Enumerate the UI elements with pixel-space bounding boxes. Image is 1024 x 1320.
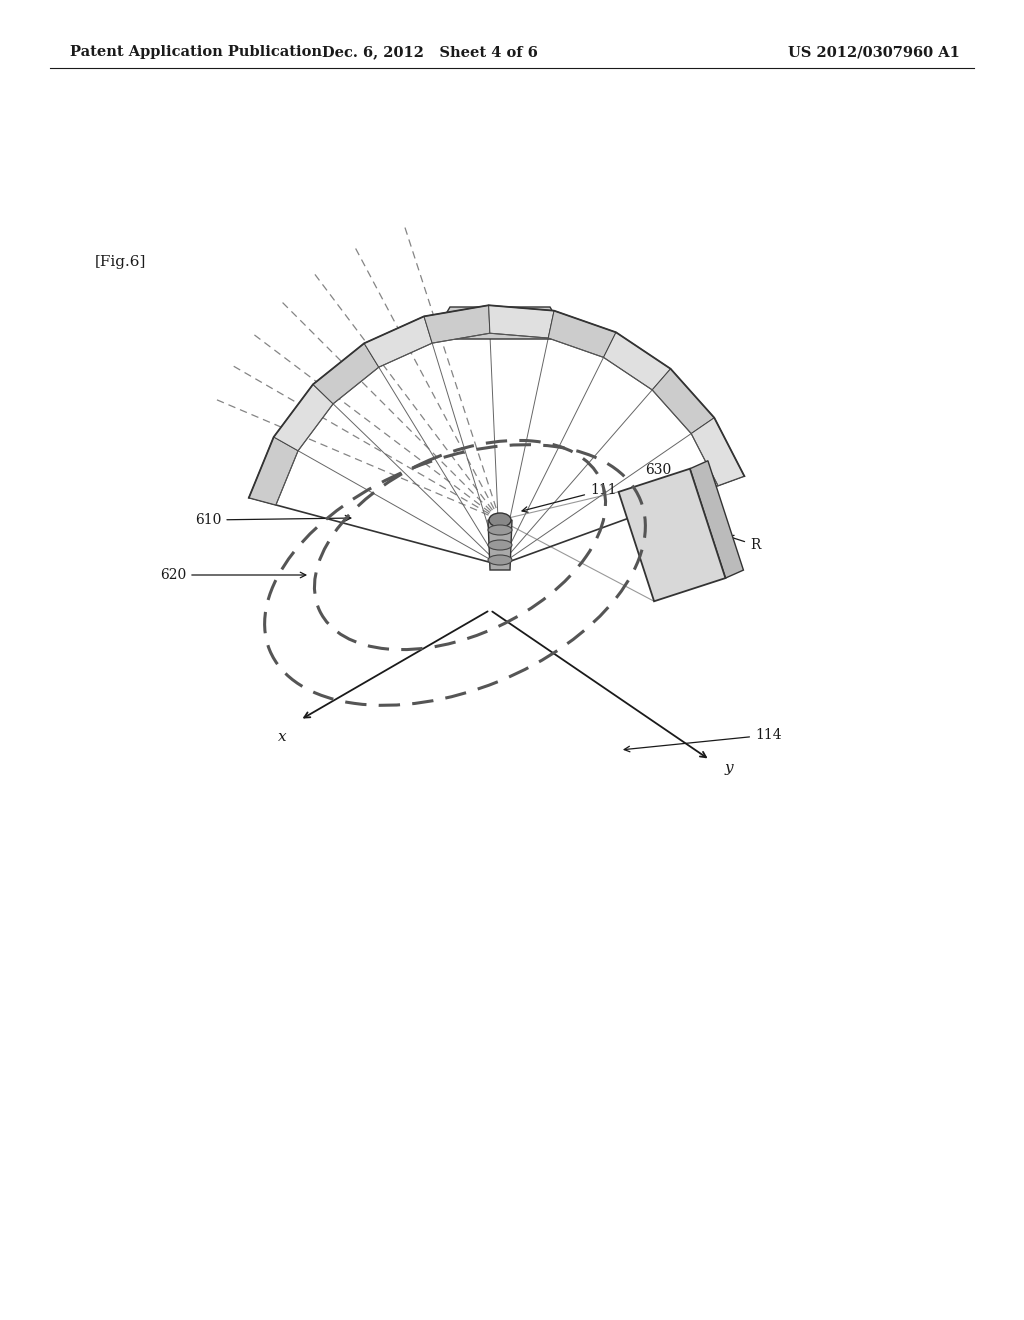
Text: Patent Application Publication: Patent Application Publication xyxy=(70,45,322,59)
Polygon shape xyxy=(365,317,432,367)
Ellipse shape xyxy=(489,513,511,527)
Polygon shape xyxy=(249,437,298,506)
Text: x: x xyxy=(278,730,287,744)
Polygon shape xyxy=(273,384,333,450)
Text: 111: 111 xyxy=(522,483,616,512)
Ellipse shape xyxy=(488,554,512,565)
Polygon shape xyxy=(488,520,512,570)
Polygon shape xyxy=(618,469,725,602)
Ellipse shape xyxy=(488,525,512,535)
Text: 620: 620 xyxy=(160,568,306,582)
Ellipse shape xyxy=(488,540,512,550)
Text: 114: 114 xyxy=(625,729,781,752)
Text: Dec. 6, 2012   Sheet 4 of 6: Dec. 6, 2012 Sheet 4 of 6 xyxy=(323,45,538,59)
Polygon shape xyxy=(691,417,744,486)
Polygon shape xyxy=(424,305,489,343)
Polygon shape xyxy=(603,333,671,389)
Text: y: y xyxy=(725,762,733,775)
Polygon shape xyxy=(313,343,379,404)
Text: [Fig.6]: [Fig.6] xyxy=(95,255,146,269)
Polygon shape xyxy=(690,461,743,578)
Polygon shape xyxy=(440,308,560,339)
Text: US 2012/0307960 A1: US 2012/0307960 A1 xyxy=(788,45,961,59)
Polygon shape xyxy=(652,368,715,433)
Polygon shape xyxy=(488,305,554,338)
Text: 610: 610 xyxy=(195,513,351,527)
Polygon shape xyxy=(548,310,616,358)
Text: R: R xyxy=(728,536,761,552)
Text: 630: 630 xyxy=(645,463,687,492)
